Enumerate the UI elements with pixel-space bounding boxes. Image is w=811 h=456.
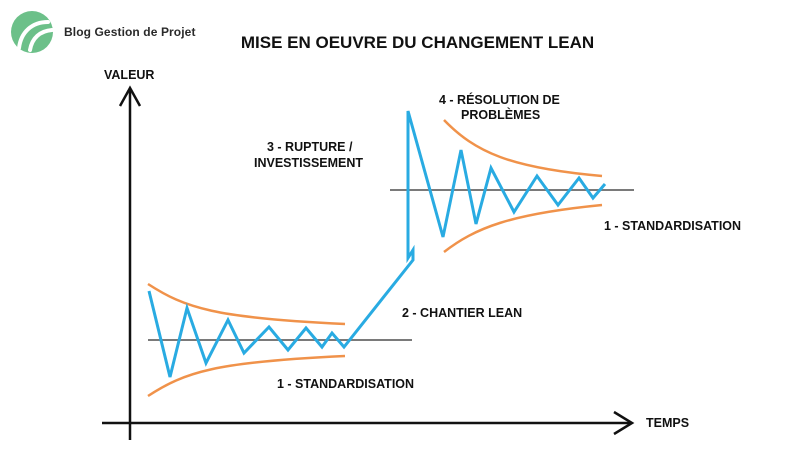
brand-logo-icon — [11, 11, 54, 53]
x-axis-arrow-icon — [613, 410, 635, 436]
label-chantier-lean: 2 - CHANTIER LEAN — [402, 306, 522, 320]
diagram-title: MISE EN OEUVRE DU CHANGEMENT LEAN — [240, 33, 595, 52]
envelope-lower-phase-1 — [147, 354, 346, 398]
label-standardisation-phase-4: 1 - STANDARDISATION — [604, 219, 741, 233]
label-rupture-line-1: 3 - RUPTURE / — [267, 140, 353, 154]
label-resolution-line-1: 4 - RÉSOLUTION DE — [439, 92, 560, 107]
envelope-lower-phase-4 — [443, 203, 603, 253]
label-resolution-line-2: PROBLÈMES — [461, 107, 540, 122]
x-axis-label: TEMPS — [646, 416, 689, 430]
envelope-upper-phase-4 — [443, 119, 603, 178]
performance-signal-line — [147, 110, 607, 378]
label-standardisation-phase-1: 1 - STANDARDISATION — [277, 377, 414, 391]
y-axis-arrow-icon — [118, 85, 142, 107]
y-axis-label: VALEUR — [104, 68, 154, 82]
brand-name: Blog Gestion de Projet — [64, 25, 196, 39]
label-rupture-line-2: INVESTISSEMENT — [254, 156, 363, 170]
envelope-upper-phase-1 — [147, 282, 346, 326]
